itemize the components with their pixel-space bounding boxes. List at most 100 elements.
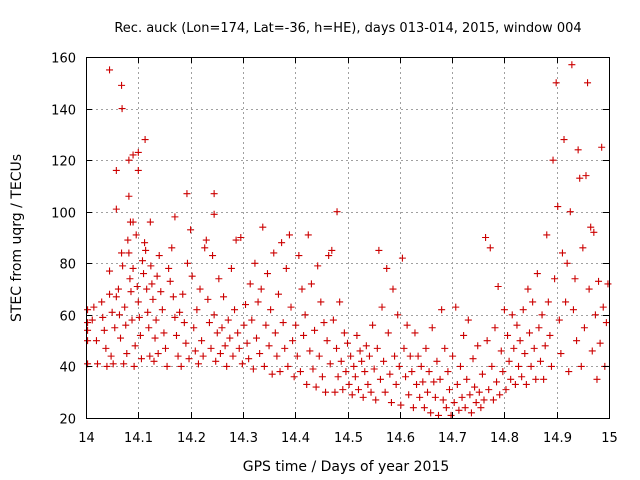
data-point <box>489 396 497 404</box>
data-point <box>231 306 239 314</box>
data-point <box>526 329 534 337</box>
data-point <box>112 293 120 301</box>
data-point <box>333 208 341 216</box>
data-point <box>430 378 438 386</box>
x-tick-label: 14.3 <box>229 431 258 446</box>
data-point <box>171 213 179 221</box>
data-point <box>263 270 271 278</box>
data-point <box>84 306 92 314</box>
data-point <box>160 329 168 337</box>
data-point <box>582 172 590 180</box>
data-point <box>477 404 485 412</box>
data-point <box>100 326 108 334</box>
data-point <box>287 303 295 311</box>
data-point <box>547 362 555 370</box>
data-point <box>488 362 496 370</box>
data-point <box>188 272 196 280</box>
data-point <box>273 352 281 360</box>
data-point <box>271 329 279 337</box>
data-point <box>439 396 447 404</box>
data-point <box>117 334 125 342</box>
data-point <box>447 411 455 419</box>
data-point <box>389 285 397 293</box>
data-point <box>367 388 375 396</box>
data-point <box>455 406 463 414</box>
data-point <box>419 378 427 386</box>
data-point <box>453 380 461 388</box>
data-point <box>218 324 226 332</box>
data-point <box>452 303 460 311</box>
data-point <box>337 357 345 365</box>
data-point <box>331 388 339 396</box>
data-point <box>444 368 452 376</box>
data-point <box>204 295 212 303</box>
data-point <box>99 313 107 321</box>
data-point <box>118 81 126 89</box>
data-point <box>282 264 290 272</box>
data-point <box>177 362 185 370</box>
data-point <box>535 324 543 332</box>
data-point <box>345 380 353 388</box>
data-point <box>354 386 362 394</box>
data-point <box>134 166 142 174</box>
x-tick-label: 14.1 <box>124 431 153 446</box>
data-point <box>129 151 137 159</box>
data-point <box>129 264 137 272</box>
data-point <box>183 190 191 198</box>
data-point <box>237 234 245 241</box>
data-point <box>114 285 122 293</box>
data-point <box>584 79 592 87</box>
data-point <box>369 321 377 329</box>
data-point <box>494 282 502 290</box>
data-point <box>213 329 221 337</box>
data-point <box>524 285 532 293</box>
data-point <box>84 319 92 327</box>
data-point <box>134 148 142 156</box>
data-point <box>260 362 268 370</box>
data-point <box>259 223 267 231</box>
data-point <box>311 326 319 334</box>
data-point <box>504 331 512 339</box>
tick-marks <box>86 57 610 419</box>
data-point <box>497 347 505 355</box>
data-point <box>442 404 450 412</box>
data-point <box>209 252 217 260</box>
data-point <box>558 249 566 257</box>
data-point <box>125 192 133 200</box>
data-point <box>232 236 240 244</box>
x-tick-label: 14.7 <box>438 431 467 446</box>
data-point <box>402 373 410 381</box>
data-point <box>532 375 540 383</box>
data-point <box>148 280 156 288</box>
data-point <box>296 368 304 376</box>
x-axis-label: GPS time / Days of year 2015 <box>243 459 450 475</box>
data-point <box>135 313 143 321</box>
data-point <box>150 357 158 365</box>
y-tick-label: 80 <box>59 258 76 273</box>
data-point <box>591 311 599 319</box>
data-point <box>157 288 165 296</box>
data-point <box>395 362 403 370</box>
data-point <box>463 375 471 383</box>
data-point <box>125 249 133 257</box>
data-point <box>508 311 516 319</box>
data-point <box>168 244 176 252</box>
data-point <box>193 306 201 314</box>
data-point <box>281 344 289 352</box>
data-point <box>438 306 446 314</box>
data-point <box>571 275 579 283</box>
data-point <box>251 259 259 267</box>
data-point <box>322 388 330 396</box>
data-point <box>229 352 237 360</box>
data-point <box>580 324 588 332</box>
data-point <box>599 303 607 311</box>
data-point <box>579 244 587 252</box>
data-point <box>516 337 524 345</box>
data-point <box>544 298 552 306</box>
data-point <box>595 277 603 285</box>
data-point <box>315 352 323 360</box>
data-point <box>361 368 369 376</box>
data-point <box>309 365 317 373</box>
data-point <box>555 316 563 324</box>
data-point <box>546 331 554 339</box>
